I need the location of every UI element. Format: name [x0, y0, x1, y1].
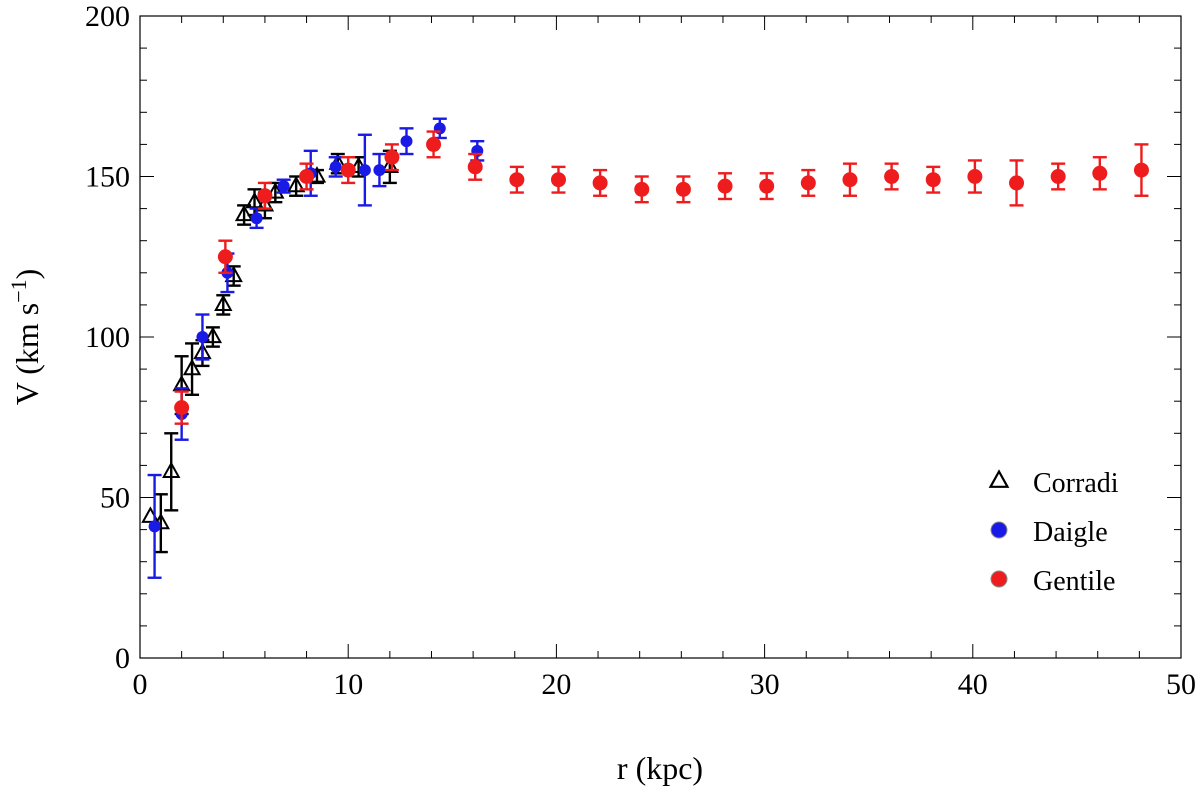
series-gentile	[174, 130, 1149, 425]
data-point	[426, 136, 442, 152]
data-point	[1009, 175, 1025, 191]
series-daigle	[147, 117, 485, 579]
data-point	[286, 175, 306, 193]
data-point	[1050, 169, 1066, 184]
data-point	[884, 169, 900, 184]
data-point	[162, 461, 181, 478]
data-point	[675, 181, 691, 197]
data-point	[400, 135, 413, 148]
data-point	[1092, 165, 1108, 181]
data-point	[266, 182, 285, 199]
y-axis-label-close: )	[9, 269, 45, 280]
legend-marker	[990, 521, 1008, 539]
legend-marker	[990, 570, 1008, 588]
data-point	[759, 178, 775, 194]
legend-label: Daigle	[1033, 517, 1108, 548]
x-tick-label: 30	[750, 668, 780, 701]
data-point	[340, 162, 356, 178]
legend-label: Corradi	[1033, 468, 1119, 499]
data-point	[196, 331, 209, 343]
data-series	[141, 117, 1149, 579]
x-tick-label: 20	[541, 668, 571, 701]
x-tick-label: 0	[133, 668, 148, 701]
data-point	[967, 169, 983, 184]
plot-frame	[139, 15, 1182, 659]
y-tick-label: 200	[85, 0, 130, 33]
x-tick-label: 40	[958, 668, 988, 701]
legend-item-corradi: Corradi	[988, 468, 1119, 499]
y-tick-label: 100	[85, 321, 130, 354]
y-axis-label-base: V (km s	[9, 303, 45, 406]
x-tick-label: 50	[1166, 668, 1196, 701]
data-point	[277, 180, 290, 193]
data-point	[842, 172, 858, 188]
axis-tick-labels: 0 10 20 30 40 50 0 50 100 150 200	[85, 0, 1196, 701]
y-axis-label-superscript: −1	[6, 279, 31, 302]
data-point	[245, 191, 264, 209]
legend-item-daigle: Daigle	[990, 517, 1108, 548]
legend: Corradi Daigle Gentile	[988, 468, 1119, 597]
legend-label: Gentile	[1033, 566, 1115, 597]
series-corradi	[141, 149, 400, 554]
data-point	[234, 204, 254, 222]
data-point	[174, 400, 190, 416]
legend-marker	[988, 469, 1010, 488]
data-point	[214, 294, 233, 312]
data-point	[250, 212, 263, 225]
data-point	[358, 164, 371, 177]
data-point	[203, 326, 223, 344]
data-point	[255, 194, 275, 212]
data-point	[1133, 162, 1149, 178]
y-tick-label: 0	[115, 642, 130, 675]
data-point	[592, 175, 608, 191]
data-point	[925, 172, 941, 188]
data-point	[717, 178, 733, 194]
x-tick-label: 10	[333, 668, 363, 701]
data-point	[148, 520, 161, 533]
y-tick-label: 50	[100, 482, 130, 515]
y-axis-label: V (km s−1)	[6, 269, 45, 406]
data-point	[329, 160, 342, 173]
legend-item-gentile: Gentile	[990, 566, 1115, 597]
data-point	[467, 159, 483, 175]
axis-ticks	[139, 15, 1182, 659]
data-point	[182, 358, 202, 376]
data-point	[373, 164, 386, 177]
y-tick-label: 150	[85, 161, 130, 194]
data-point	[217, 249, 233, 265]
data-point	[384, 149, 400, 165]
x-axis-label: r (kpc)	[617, 750, 703, 786]
data-point	[800, 175, 816, 191]
data-point	[634, 181, 650, 197]
data-point	[380, 156, 400, 173]
data-point	[299, 169, 315, 184]
data-point	[257, 188, 273, 204]
data-point	[550, 172, 566, 188]
data-point	[509, 172, 525, 188]
